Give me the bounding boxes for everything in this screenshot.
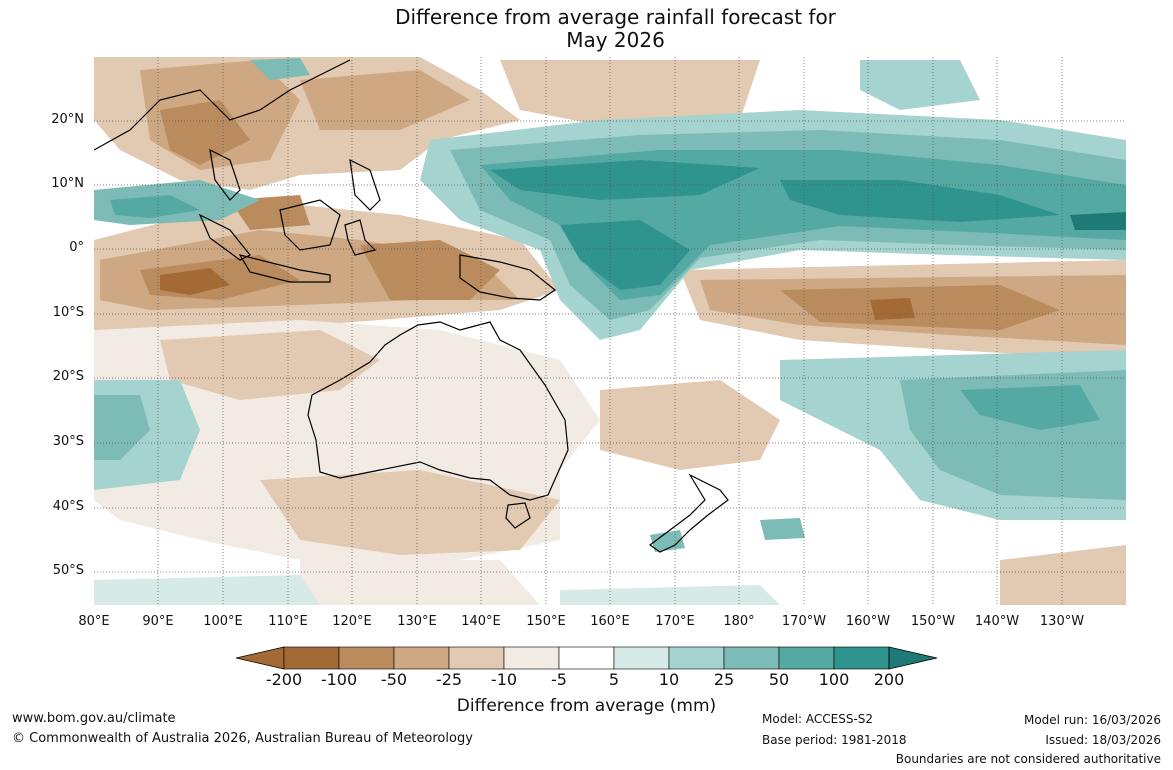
- lon-label: 130°E: [397, 614, 437, 629]
- tasmania-coastline: [505, 502, 531, 529]
- colorbar-swatch: [723, 646, 780, 670]
- colorbar-tick: -10: [490, 670, 518, 689]
- colorbar-extend-low: [235, 646, 285, 670]
- lon-label: 110°E: [268, 614, 308, 629]
- sulawesi-coastline: [344, 219, 377, 256]
- colorbar-swatch: [833, 646, 890, 670]
- colorbar-tick: 5: [608, 670, 620, 689]
- colorbar-swatch: [283, 646, 340, 670]
- java-coastline: [238, 254, 331, 283]
- lat-label: 20°N: [51, 112, 84, 127]
- lon-label: 140°E: [461, 614, 501, 629]
- lon-label: 150°W: [910, 614, 956, 629]
- colorbar-swatch: [668, 646, 725, 670]
- colorbar-swatch: [558, 646, 615, 670]
- lat-label: 10°S: [52, 305, 84, 320]
- lat-label: 40°S: [52, 499, 84, 514]
- colorbar-swatch: [393, 646, 450, 670]
- model-name: Model: ACCESS-S2: [762, 712, 874, 726]
- base-period: Base period: 1981-2018: [762, 733, 907, 747]
- lon-label: 170°W: [781, 614, 827, 629]
- new-zealand-coastline: [648, 473, 729, 553]
- colorbar-tick: 25: [713, 670, 735, 689]
- lon-label: 180°: [723, 614, 755, 629]
- colorbar-tick: 50: [768, 670, 790, 689]
- lat-label: 30°S: [52, 434, 84, 449]
- colorbar-swatch: [613, 646, 670, 670]
- colorbar-tick: -100: [320, 670, 358, 689]
- sumatra-coastline: [198, 213, 251, 261]
- philippines-coastline: [349, 158, 381, 211]
- lon-label: 160°E: [590, 614, 630, 629]
- colorbar-swatch: [448, 646, 505, 670]
- asia-coastline: [94, 59, 351, 151]
- lat-label: 10°N: [51, 176, 84, 191]
- colorbar-tick: -200: [265, 670, 303, 689]
- map-subtitle: May 2026: [566, 28, 665, 52]
- lat-label: 20°S: [52, 369, 84, 384]
- map-title: Difference from average rainfall forecas…: [395, 5, 836, 29]
- colorbar-tick: -25: [435, 670, 463, 689]
- lon-label: 90°E: [142, 614, 174, 629]
- lon-label: 160°W: [845, 614, 891, 629]
- model-run-date: Model run: 16/03/2026: [1023, 713, 1161, 727]
- new-guinea-coastline: [459, 254, 557, 301]
- lon-label: 170°E: [655, 614, 695, 629]
- colorbar-tick: -50: [380, 670, 408, 689]
- graticule: [94, 57, 1126, 605]
- lon-label: 100°E: [203, 614, 243, 629]
- lon-label: 120°E: [332, 614, 372, 629]
- dry-anomaly-areas: [94, 57, 1126, 605]
- colorbar-tick: 200: [873, 670, 905, 689]
- website-link[interactable]: www.bom.gov.au/climate: [12, 711, 176, 726]
- colorbar-tick: 10: [658, 670, 680, 689]
- borneo-coastline: [279, 199, 341, 251]
- lat-label: 0°: [69, 240, 84, 255]
- colorbar-title: Difference from average (mm): [456, 696, 717, 716]
- lat-label: 50°S: [52, 563, 84, 578]
- lon-label: 140°W: [974, 614, 1020, 629]
- coastlines: [94, 59, 729, 553]
- issued-date: Issued: 18/03/2026: [1045, 733, 1161, 747]
- australia-coastline: [307, 321, 569, 501]
- copyright-text: © Commonwealth of Australia 2026, Austra…: [12, 731, 473, 746]
- colorbar-tick: 100: [818, 670, 850, 689]
- colorbar-tick: -5: [551, 670, 567, 689]
- wet-anomaly-areas: [94, 58, 1126, 605]
- boundary-disclaimer: Boundaries are not considered authoritat…: [895, 752, 1161, 766]
- colorbar-extend-high: [888, 646, 938, 670]
- lon-label: 150°E: [526, 614, 566, 629]
- colorbar-swatch: [778, 646, 835, 670]
- indochina-coastline: [209, 148, 241, 201]
- lon-label: 130°W: [1039, 614, 1085, 629]
- colorbar-swatch: [503, 646, 560, 670]
- colorbar-swatch: [338, 646, 395, 670]
- lon-label: 80°E: [78, 614, 110, 629]
